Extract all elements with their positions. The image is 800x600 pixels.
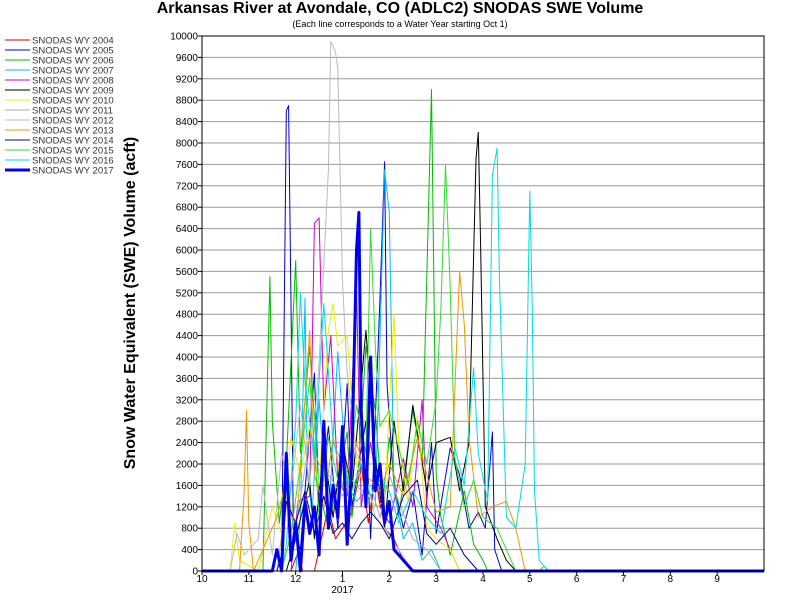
legend-entry: SNODAS WY 2009 — [32, 86, 114, 97]
x-tick-label: 8 — [668, 574, 674, 585]
y-tick-label: 8000 — [176, 139, 199, 150]
chart-subtitle: (Each line corresponds to a Water Year s… — [292, 19, 508, 29]
y-tick-label: 1200 — [176, 502, 199, 513]
series-line — [202, 131, 764, 572]
y-tick-label: 9600 — [176, 53, 199, 64]
series-line — [202, 89, 764, 572]
y-tick-label: 10000 — [170, 32, 198, 43]
x-tick-label: 5 — [527, 574, 533, 585]
y-tick-label: 6400 — [176, 224, 199, 235]
series-line — [202, 211, 764, 573]
series-line — [202, 163, 764, 572]
y-tick-label: 1600 — [176, 481, 199, 492]
series-line — [202, 147, 764, 572]
x-tick-label: 1 — [340, 574, 346, 585]
legend-entry: SNODAS WY 2014 — [32, 136, 114, 147]
x-tick-label: 6 — [574, 574, 580, 585]
y-tick-label: 7200 — [176, 181, 199, 192]
legend-entry: SNODAS WY 2015 — [32, 146, 114, 157]
x-tick-label: 7 — [621, 574, 627, 585]
series-line — [202, 303, 764, 572]
legend-entry: SNODAS WY 2011 — [32, 106, 113, 117]
y-tick-label: 3600 — [176, 374, 199, 385]
series-line — [202, 217, 764, 572]
y-tick-label: 6800 — [176, 203, 199, 214]
y-tick-label: 2400 — [176, 438, 199, 449]
y-tick-label: 800 — [181, 524, 198, 535]
y-tick-label: 7600 — [176, 160, 199, 171]
x-tick-label: 3 — [433, 574, 439, 585]
y-tick-label: 8400 — [176, 117, 199, 128]
x-tick-label: 9 — [714, 574, 720, 585]
y-axis-ticks: 0 400 800 1200 1600 2000 2400 2800 3200 3600 4000 4… — [170, 32, 202, 578]
y-tick-label: 5200 — [176, 288, 199, 299]
chart-title: Arkansas River at Avondale, CO (ADLC2) S… — [156, 0, 644, 17]
legend-entry: SNODAS WY 2004 — [32, 36, 114, 47]
x-tick-label: 2 — [387, 574, 393, 585]
y-tick-label: 2000 — [176, 460, 199, 471]
legend-entry: SNODAS WY 2013 — [32, 126, 114, 137]
series-line — [202, 479, 764, 572]
y-tick-label: 4800 — [176, 310, 199, 321]
y-tick-label: 400 — [181, 545, 198, 556]
x-tick-label: 11 — [244, 574, 255, 585]
y-tick-label: 4400 — [176, 331, 199, 342]
y-tick-label: 5600 — [176, 267, 199, 278]
x-tick-label: 12 — [290, 574, 302, 585]
legend-entry: SNODAS WY 2016 — [32, 156, 114, 167]
legend-entry: SNODAS WY 2017 — [32, 166, 114, 177]
y-tick-label: 6000 — [176, 246, 199, 257]
y-tick-label: 0 — [192, 567, 198, 578]
legend-entry: SNODAS WY 2007 — [32, 66, 114, 77]
y-tick-label: 2800 — [176, 417, 199, 428]
legend-entry: SNODAS WY 2005 — [32, 46, 114, 57]
y-tick-label: 8800 — [176, 96, 199, 107]
series-line — [202, 270, 764, 572]
y-axis-label: Snow Water Equivalent (SWE) Volume (acft… — [122, 137, 139, 469]
x-tick-label: 10 — [196, 574, 208, 585]
y-tick-label: 4000 — [176, 353, 199, 364]
series-layer — [202, 40, 764, 573]
legend-entry: SNODAS WY 2006 — [32, 56, 114, 67]
x-tick-label: 4 — [480, 574, 486, 585]
legend-entry: SNODAS WY 2012 — [32, 116, 114, 127]
legend-entry: SNODAS WY 2010 — [32, 96, 114, 107]
legend-entry: SNODAS WY 2008 — [32, 76, 114, 87]
y-tick-label: 9200 — [176, 74, 199, 85]
y-tick-label: 3200 — [176, 395, 199, 406]
x-year-label: 2017 — [331, 585, 354, 596]
